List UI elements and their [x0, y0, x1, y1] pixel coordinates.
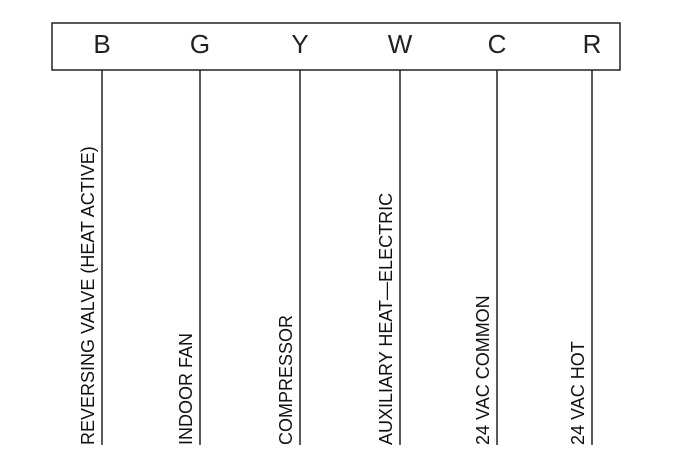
terminal-letter: R [583, 29, 602, 59]
terminal-letter: W [388, 29, 413, 59]
terminal-label: INDOOR FAN [176, 333, 196, 445]
terminal-label: 24 VAC HOT [568, 341, 588, 445]
terminal-letter: B [93, 29, 110, 59]
terminal-label: 24 VAC COMMON [473, 295, 493, 445]
terminal-label: COMPRESSOR [276, 315, 296, 445]
terminal-letter: G [190, 29, 210, 59]
terminal-block [51, 22, 621, 71]
terminal-letter: Y [291, 29, 308, 59]
terminal-label: REVERSING VALVE (HEAT ACTIVE) [78, 146, 98, 445]
terminal-letter: C [488, 29, 507, 59]
terminal-label: AUXILIARY HEAT—ELECTRIC [376, 193, 396, 445]
